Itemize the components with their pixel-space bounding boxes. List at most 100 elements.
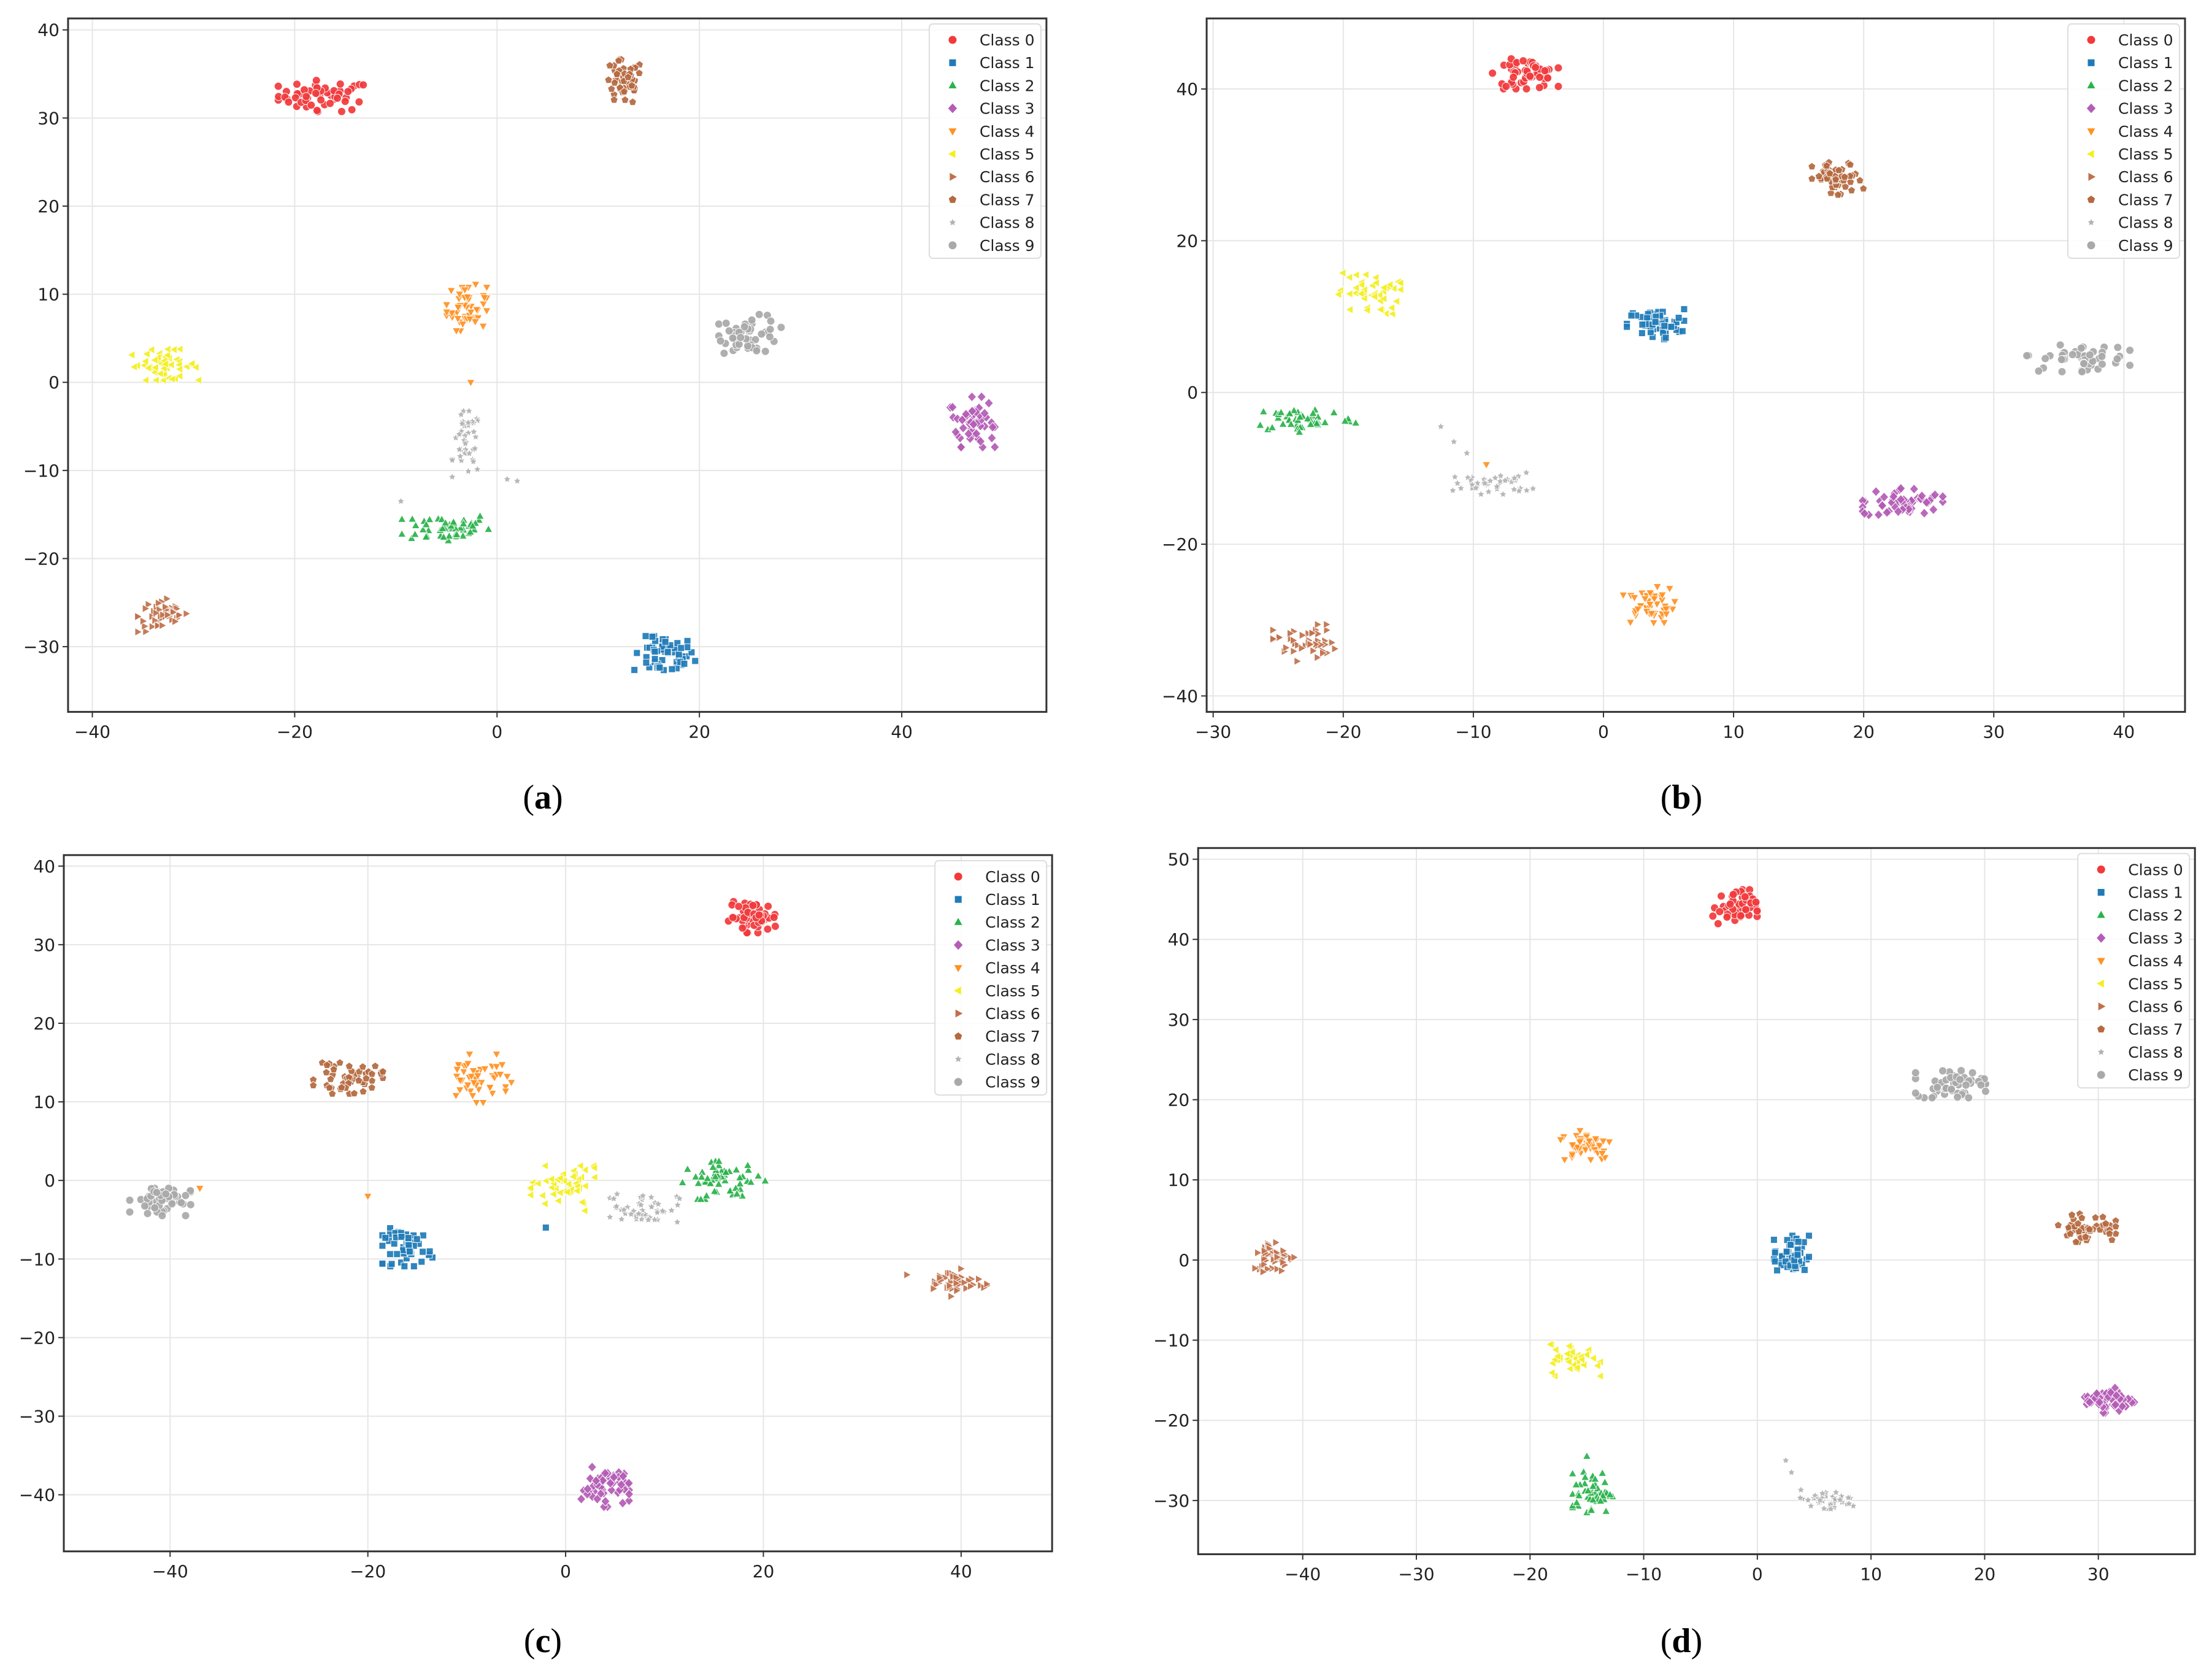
point-class-9 bbox=[761, 347, 770, 356]
point-class-6 bbox=[1290, 636, 1299, 645]
point-class-7 bbox=[2105, 1229, 2114, 1237]
point-class-5 bbox=[533, 1179, 542, 1188]
x-tick-label: −20 bbox=[1512, 1564, 1548, 1584]
point-class-6 bbox=[154, 621, 163, 631]
y-tick-label: −10 bbox=[23, 461, 60, 481]
point-class-5 bbox=[191, 363, 199, 372]
point-class-0 bbox=[359, 80, 368, 90]
y-tick-label: 20 bbox=[1168, 1090, 1190, 1110]
caption-d-text: d bbox=[1672, 1622, 1691, 1660]
point-class-8 bbox=[448, 472, 457, 481]
point-class-0 bbox=[344, 87, 353, 96]
point-class-5 bbox=[589, 1172, 598, 1182]
point-class-2 bbox=[1596, 1496, 1605, 1505]
point-class-4 bbox=[453, 304, 463, 313]
point-class-7 bbox=[367, 1069, 377, 1078]
point-class-6 bbox=[1294, 656, 1302, 666]
point-class-0 bbox=[1722, 912, 1732, 921]
legend-marker-square-icon bbox=[2087, 59, 2095, 66]
legend-marker-triangle-down-icon bbox=[954, 965, 962, 972]
point-class-7 bbox=[1846, 160, 1855, 169]
point-class-8 bbox=[626, 1209, 636, 1218]
point-class-0 bbox=[738, 923, 747, 932]
point-class-9 bbox=[2085, 350, 2094, 360]
point-class-8 bbox=[605, 1212, 615, 1221]
point-class-4 bbox=[452, 1066, 462, 1075]
point-class-7 bbox=[309, 1081, 318, 1089]
point-class-3 bbox=[957, 414, 967, 426]
y-tick-label: 20 bbox=[1176, 231, 1198, 251]
point-class-1 bbox=[631, 666, 639, 674]
point-class-5 bbox=[144, 363, 152, 373]
point-class-9 bbox=[720, 348, 729, 358]
point-class-6 bbox=[967, 1282, 976, 1291]
point-class-1 bbox=[642, 659, 650, 667]
point-class-4 bbox=[1556, 1136, 1565, 1145]
x-tick-label: 10 bbox=[1860, 1564, 1882, 1584]
point-class-1 bbox=[542, 1224, 550, 1231]
point-class-5 bbox=[1388, 309, 1396, 318]
point-class-2 bbox=[439, 532, 448, 540]
y-tick-label: 20 bbox=[37, 196, 60, 217]
point-class-7 bbox=[1831, 175, 1840, 183]
point-class-0 bbox=[292, 80, 301, 89]
point-class-4 bbox=[1665, 585, 1675, 594]
legend-label: Class 3 bbox=[985, 936, 1040, 954]
point-class-4 bbox=[1591, 1136, 1600, 1144]
point-class-5 bbox=[1356, 289, 1365, 299]
point-class-8 bbox=[1480, 479, 1489, 487]
point-class-3 bbox=[601, 1496, 610, 1507]
point-class-3 bbox=[1879, 491, 1889, 502]
point-class-6 bbox=[1299, 631, 1307, 640]
point-class-9 bbox=[1953, 1093, 1962, 1102]
point-class-1 bbox=[1800, 1266, 1808, 1274]
point-class-1 bbox=[386, 1250, 394, 1258]
point-class-1 bbox=[651, 655, 659, 663]
point-class-8 bbox=[647, 1193, 656, 1201]
point-class-3 bbox=[618, 1498, 628, 1509]
point-class-9 bbox=[181, 1191, 190, 1200]
point-class-2 bbox=[459, 518, 468, 528]
y-tick-label: 40 bbox=[1176, 79, 1198, 99]
point-class-5 bbox=[540, 1161, 549, 1171]
point-class-9 bbox=[2113, 343, 2122, 352]
point-class-0 bbox=[284, 98, 293, 107]
point-class-5 bbox=[1576, 1355, 1585, 1364]
point-class-1 bbox=[1773, 1266, 1781, 1274]
point-class-6 bbox=[1260, 1259, 1269, 1269]
x-tick-label: −30 bbox=[1195, 721, 1231, 742]
point-class-6 bbox=[961, 1278, 969, 1287]
point-class-5 bbox=[577, 1198, 586, 1207]
point-class-1 bbox=[1623, 323, 1631, 331]
point-class-6 bbox=[1261, 1246, 1269, 1256]
point-class-6 bbox=[1307, 639, 1315, 649]
point-class-6 bbox=[953, 1273, 961, 1282]
point-class-8 bbox=[1815, 1496, 1825, 1504]
x-tick-label: 0 bbox=[1752, 1564, 1763, 1584]
point-class-1 bbox=[419, 1248, 427, 1256]
point-class-6 bbox=[141, 621, 150, 631]
point-class-1 bbox=[1771, 1258, 1779, 1266]
point-class-9 bbox=[766, 325, 775, 334]
point-class-3 bbox=[2092, 1388, 2102, 1399]
point-class-8 bbox=[1471, 483, 1481, 492]
point-class-0 bbox=[1715, 907, 1724, 917]
point-class-4 bbox=[447, 309, 456, 318]
point-class-6 bbox=[162, 602, 171, 612]
legend-box bbox=[2077, 853, 2191, 1089]
point-class-9 bbox=[186, 1200, 195, 1209]
point-class-1 bbox=[405, 1247, 413, 1255]
point-class-1 bbox=[1638, 321, 1646, 329]
point-class-8 bbox=[464, 448, 474, 458]
x-tick-label: −20 bbox=[277, 721, 313, 742]
point-class-1 bbox=[397, 1233, 405, 1241]
point-class-0 bbox=[1522, 84, 1531, 93]
point-class-5 bbox=[1547, 1368, 1556, 1377]
point-class-6 bbox=[946, 1281, 954, 1291]
point-class-2 bbox=[411, 520, 421, 529]
point-class-2 bbox=[702, 1191, 712, 1199]
point-class-5 bbox=[166, 360, 175, 369]
point-class-3 bbox=[587, 1461, 597, 1472]
point-class-0 bbox=[1535, 72, 1545, 82]
point-class-4 bbox=[467, 1073, 476, 1082]
